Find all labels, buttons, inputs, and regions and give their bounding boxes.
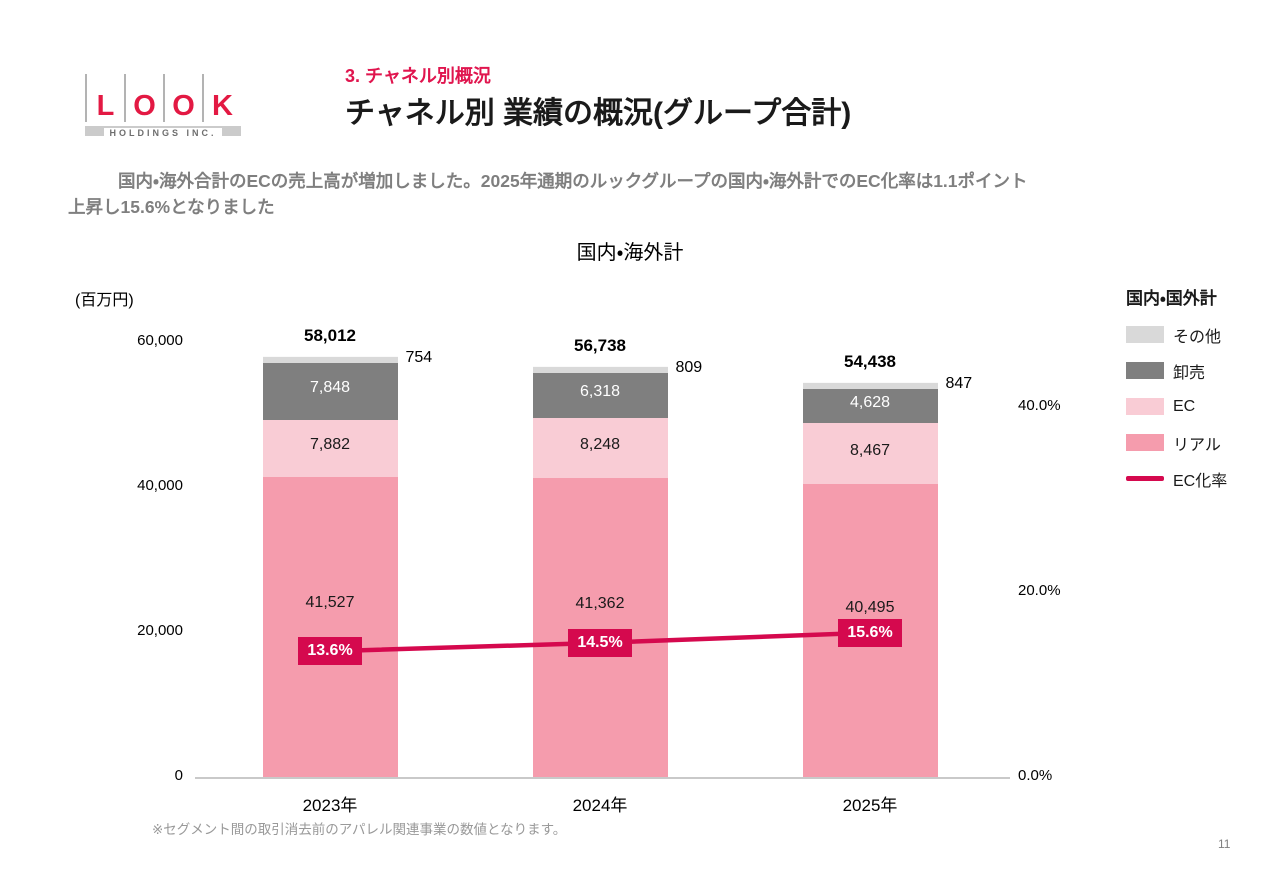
bar-total-label: 58,012 [304,326,356,346]
bar-value-label: 41,527 [305,594,355,612]
bar-value-label: 7,848 [309,379,351,397]
bar-value-label: 7,882 [309,436,351,454]
legend-item-卸売: 卸売 [1126,361,1227,382]
look-holdings-logo: L O O K HOLDINGS INC. [85,74,241,138]
secondary-axis-tick-label: 20.0% [1018,582,1061,599]
bar-segment-EC [802,422,938,485]
bar-value-label: 8,467 [849,441,891,459]
y-axis-tick-label: 20,000 [137,622,183,639]
bar-value-label-outside: 809 [675,358,703,376]
legend-item-EC: EC [1126,397,1227,416]
legend-item-label: 卸売 [1173,364,1206,382]
ec-rate-label: 13.6% [298,637,362,666]
bar-segment-リアル [262,475,398,777]
bar-value-label: 8,248 [579,436,621,454]
axis-unit-label: (百万円) [75,292,134,309]
logo-letter-cell: K [202,74,241,122]
x-axis-line [195,777,1010,779]
legend-item-label: EC化率 [1173,472,1228,490]
logo-letters: L O O K [85,74,241,122]
y-axis-tick-label: 0 [174,767,183,784]
legend-item-label: EC [1173,397,1196,415]
page-title: チャネル別 業績の概況(グループ合計) [345,97,852,130]
legend-color-swatch [1126,398,1164,415]
bar-value-label-outside: 847 [945,375,973,393]
bar-value-label: 4,628 [849,394,891,412]
logo-band: HOLDINGS INC. [85,126,241,138]
legend-color-swatch [1126,326,1164,343]
logo-letter-cell: O [124,74,163,122]
secondary-axis-tick-label: 0.0% [1018,767,1053,784]
summary-line-2: 上昇し15.6%となりました [68,197,275,218]
bar-segment-その他 [802,382,938,390]
legend-item-label: リアル [1173,436,1221,454]
footnote: ※セグメント間の取引消去前のアパレル関連事業の数値となります。 [152,822,567,837]
bar-value-label: 6,318 [579,383,621,401]
y-axis-tick-label: 40,000 [137,477,183,494]
bar-segment-その他 [262,356,398,363]
chart-title: 国内・海外計 [576,242,684,264]
legend-title: 国内・国外計 [1126,289,1217,308]
legend-item-EC化率: EC化率 [1126,469,1228,490]
summary-line-1: 国内・海外合計のECの売上高が増加しました。2025年通期のルックグループの国内… [118,171,1028,191]
legend-color-swatch [1126,362,1164,379]
x-axis-category-label: 2023年 [302,796,358,815]
bar-segment-その他 [532,365,668,373]
bar-segment-卸売 [262,361,398,420]
bar-value-label: 41,362 [575,595,625,613]
bar-value-label-outside: 754 [405,349,433,367]
legend-item-リアル: リアル [1126,433,1227,454]
legend-line-swatch [1126,476,1164,481]
logo-letter-cell: L [85,74,124,122]
bar-segment-EC [262,418,398,477]
ec-rate-label: 15.6% [838,618,902,647]
logo-letter: L [96,90,115,122]
bar-total-label: 54,438 [844,352,896,372]
page-number: 11 [1218,837,1231,851]
bar-segment-リアル [532,477,668,777]
legend-item-その他: その他 [1126,325,1227,346]
logo-letter: O [172,90,195,122]
chart-legend: 国内・国外計 その他卸売 EC リアル EC化率 [1126,284,1227,505]
logo-letter: K [212,90,233,122]
logo-subtitle: HOLDINGS INC. [104,128,222,138]
legend-color-swatch [1126,434,1164,451]
bar-total-label: 56,738 [574,335,626,355]
logo-letter: O [133,90,156,122]
x-axis-category-label: 2025年 [842,796,898,815]
x-axis-category-label: 2024年 [572,796,628,815]
section-label: 3. チャネル別概況 [345,66,491,86]
y-axis-tick-label: 60,000 [137,332,183,349]
secondary-axis-tick-label: 40.0% [1018,397,1061,414]
legend-item-label: その他 [1173,328,1222,346]
ec-rate-label: 14.5% [568,628,632,657]
summary-text: 国内・海外合計のECの売上高が増加しました。2025年通期のルックグループの国内… [68,168,1208,221]
bar-value-label: 40,495 [845,598,895,616]
logo-letter-cell: O [163,74,202,122]
